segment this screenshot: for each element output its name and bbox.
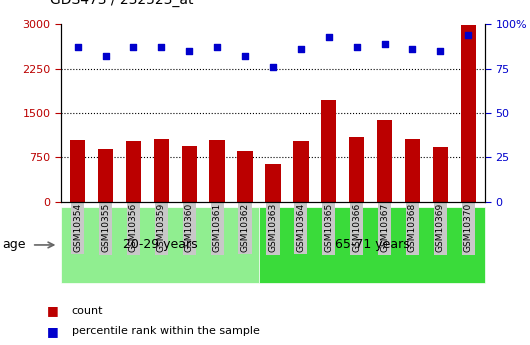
Bar xyxy=(154,139,169,202)
Point xyxy=(157,45,165,50)
Bar xyxy=(237,151,253,202)
Bar xyxy=(182,146,197,202)
Text: percentile rank within the sample: percentile rank within the sample xyxy=(72,326,259,336)
Bar xyxy=(209,140,225,202)
Text: count: count xyxy=(72,306,103,315)
Point xyxy=(241,53,249,59)
Text: ■: ■ xyxy=(47,304,59,317)
Text: age: age xyxy=(3,238,26,252)
Point xyxy=(101,53,110,59)
Bar xyxy=(126,141,141,202)
Point xyxy=(436,48,445,53)
Point xyxy=(408,46,417,52)
Bar xyxy=(321,100,337,202)
Point xyxy=(129,45,138,50)
Bar xyxy=(432,147,448,202)
Bar xyxy=(377,119,392,202)
Bar xyxy=(98,149,113,202)
Bar xyxy=(70,140,85,202)
Point xyxy=(352,45,361,50)
Point xyxy=(324,34,333,39)
Point xyxy=(269,64,277,70)
Text: GDS473 / 232523_at: GDS473 / 232523_at xyxy=(50,0,194,7)
Point xyxy=(213,45,222,50)
Point xyxy=(74,45,82,50)
Text: 20-29 years: 20-29 years xyxy=(122,238,197,252)
Point xyxy=(381,41,389,47)
Text: ■: ■ xyxy=(47,325,59,338)
Text: 65-71 years: 65-71 years xyxy=(334,238,409,252)
Bar xyxy=(349,137,364,202)
Point xyxy=(185,48,193,53)
Bar xyxy=(461,25,476,202)
Bar xyxy=(266,164,280,202)
Bar xyxy=(293,141,308,202)
Bar xyxy=(405,139,420,202)
Point xyxy=(464,32,472,38)
Point xyxy=(297,46,305,52)
